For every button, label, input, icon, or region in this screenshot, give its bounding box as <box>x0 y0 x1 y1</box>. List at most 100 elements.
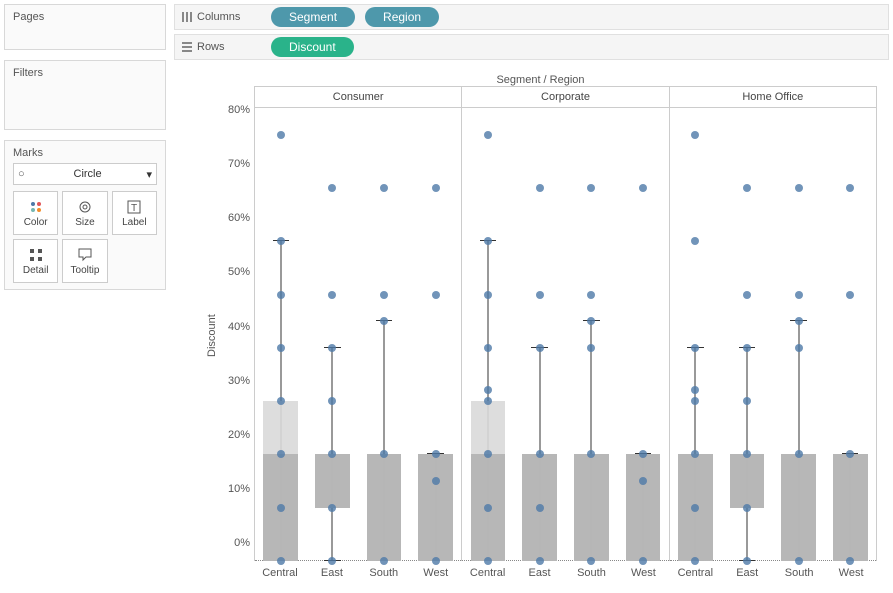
label-label: Label <box>122 217 146 228</box>
data-point <box>846 184 854 192</box>
region-column <box>255 108 307 561</box>
iqr-box-dark <box>730 454 765 507</box>
data-point <box>536 184 544 192</box>
iqr-box-dark <box>315 454 350 507</box>
data-point <box>795 184 803 192</box>
plot-area <box>467 108 508 561</box>
data-point <box>536 450 544 458</box>
pill-segment[interactable]: Segment <box>271 7 355 27</box>
data-point <box>277 450 285 458</box>
regions-row <box>670 108 876 561</box>
data-point <box>380 291 388 299</box>
y-tick: 80% <box>228 104 250 116</box>
data-point <box>484 397 492 405</box>
data-point <box>691 237 699 245</box>
data-point <box>691 557 699 565</box>
data-point <box>691 504 699 512</box>
rows-label-text: Rows <box>197 41 225 53</box>
plot-area <box>260 108 301 561</box>
size-icon <box>77 199 93 215</box>
size-button[interactable]: Size <box>62 191 107 235</box>
region-column <box>721 108 773 561</box>
segments-container: ConsumerCorporateHome Office <box>254 86 877 561</box>
y-axis-ticks: 80%70%60%50%40%30%20%10%0% <box>220 86 254 585</box>
detail-label: Detail <box>23 265 49 276</box>
data-point <box>432 184 440 192</box>
data-point <box>328 344 336 352</box>
filters-title: Filters <box>13 67 157 79</box>
mark-type-value: Circle <box>74 168 102 180</box>
data-point <box>639 477 647 485</box>
detail-button[interactable]: Detail <box>13 239 58 283</box>
region-column <box>824 108 876 561</box>
data-point <box>328 450 336 458</box>
regions-row <box>462 108 668 561</box>
data-point <box>743 291 751 299</box>
rows-shelf[interactable]: Rows Discount <box>174 34 889 60</box>
segment-header: Corporate <box>462 87 668 108</box>
data-point <box>639 450 647 458</box>
plot: ConsumerCorporateHome Office CentralEast… <box>254 86 877 585</box>
y-tick: 0% <box>234 537 250 549</box>
x-label-group: CentralEastSouthWest <box>254 561 462 585</box>
data-point <box>484 450 492 458</box>
data-point <box>846 291 854 299</box>
data-point <box>328 504 336 512</box>
data-point <box>277 397 285 405</box>
color-button[interactable]: Color <box>13 191 58 235</box>
filters-card: Filters <box>4 60 166 130</box>
columns-shelf[interactable]: Columns Segment Region <box>174 4 889 30</box>
x-label-group: CentralEastSouthWest <box>462 561 670 585</box>
left-panel: Pages Filters Marks Circle ▾ Color Size <box>0 0 170 593</box>
data-point <box>795 450 803 458</box>
mark-type-select[interactable]: Circle ▾ <box>13 163 157 185</box>
rows-icon <box>181 41 193 53</box>
data-point <box>743 450 751 458</box>
rows-shelf-label: Rows <box>181 41 261 53</box>
tooltip-icon <box>77 247 93 263</box>
columns-shelf-label: Columns <box>181 11 261 23</box>
data-point <box>432 477 440 485</box>
y-tick: 50% <box>228 266 250 278</box>
data-point <box>587 184 595 192</box>
x-label-group: CentralEastSouthWest <box>669 561 877 585</box>
data-point <box>536 557 544 565</box>
data-point <box>743 184 751 192</box>
data-point <box>587 344 595 352</box>
data-point <box>277 131 285 139</box>
pill-region[interactable]: Region <box>365 7 439 27</box>
plot-area <box>363 108 404 561</box>
data-point <box>795 291 803 299</box>
data-point <box>277 291 285 299</box>
plot-area <box>622 108 663 561</box>
data-point <box>743 344 751 352</box>
data-point <box>743 397 751 405</box>
data-point <box>380 317 388 325</box>
data-point <box>484 344 492 352</box>
data-point <box>328 397 336 405</box>
data-point <box>587 317 595 325</box>
plot-area <box>726 108 767 561</box>
data-point <box>328 184 336 192</box>
data-point <box>691 450 699 458</box>
region-column <box>358 108 410 561</box>
data-point <box>587 291 595 299</box>
pages-card: Pages <box>4 4 166 50</box>
label-button[interactable]: T Label <box>112 191 157 235</box>
y-tick: 40% <box>228 321 250 333</box>
pill-discount[interactable]: Discount <box>271 37 354 57</box>
data-point <box>846 557 854 565</box>
chevron-down-icon: ▾ <box>146 168 152 181</box>
label-icon: T <box>126 199 142 215</box>
data-point <box>743 557 751 565</box>
region-column <box>514 108 566 561</box>
plot-area <box>415 108 456 561</box>
y-tick: 60% <box>228 212 250 224</box>
mark-buttons-grid: Color Size T Label Detail Tooltip <box>13 191 157 283</box>
tooltip-button[interactable]: Tooltip <box>62 239 107 283</box>
segment-header: Consumer <box>255 87 461 108</box>
data-point <box>536 344 544 352</box>
data-point <box>277 504 285 512</box>
region-column <box>773 108 825 561</box>
iqr-box-dark <box>626 454 661 561</box>
